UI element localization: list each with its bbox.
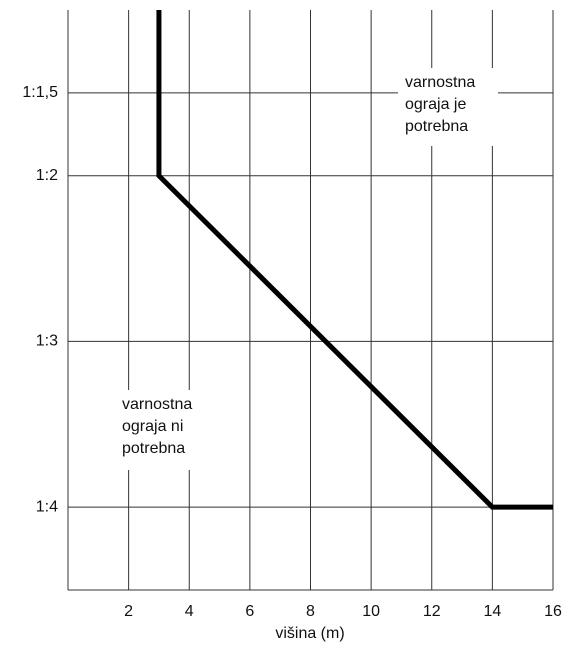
annotation-text: varnostna (405, 74, 475, 91)
annotation-text: potrebna (405, 118, 468, 135)
x-axis-label: višina (m) (275, 625, 344, 642)
annotation-text: ograja ni (122, 418, 183, 435)
annotation-text: potrebna (122, 440, 185, 457)
annotation-text: ograja je (405, 96, 466, 113)
x-tick-label: 2 (124, 603, 133, 620)
x-tick-label: 16 (544, 603, 562, 620)
x-tick-label: 14 (483, 603, 501, 620)
y-tick-label: 1:4 (36, 498, 58, 515)
y-tick-label: 1:2 (36, 167, 58, 184)
annotation-box (115, 390, 223, 470)
y-tick-label: 1:3 (36, 333, 58, 350)
y-tick-label: 1:1,5 (22, 84, 58, 101)
x-tick-label: 6 (245, 603, 254, 620)
x-tick-label: 10 (362, 603, 380, 620)
x-tick-label: 4 (185, 603, 194, 620)
data-line (156, 10, 553, 510)
x-tick-label: 8 (306, 603, 315, 620)
annotation-box (398, 68, 498, 146)
annotation-text: varnostna (122, 396, 192, 413)
x-tick-label: 12 (423, 603, 441, 620)
